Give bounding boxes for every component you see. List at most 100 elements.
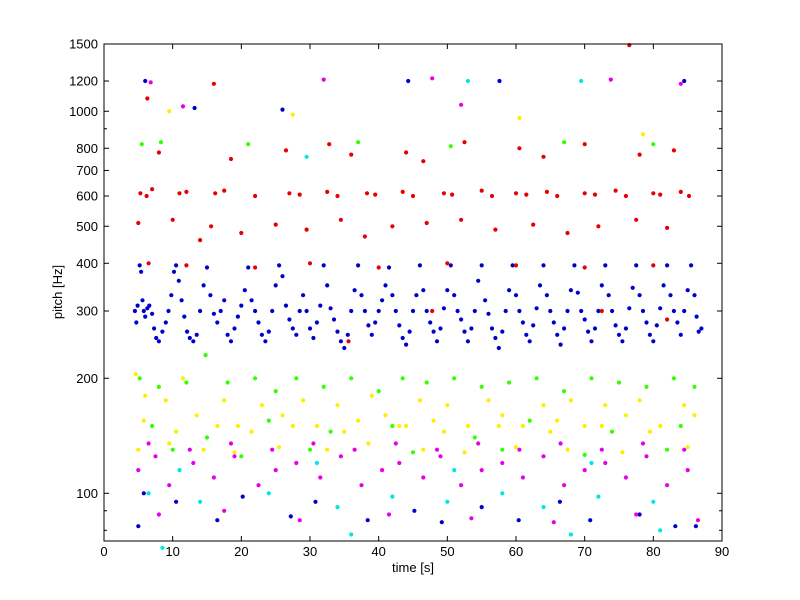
data-point: [167, 109, 172, 114]
data-point: [143, 78, 148, 84]
data-point: [599, 283, 604, 288]
data-point: [640, 308, 646, 314]
data-point: [438, 326, 443, 331]
data-point: [376, 308, 381, 314]
data-point: [201, 283, 206, 288]
data-point: [386, 512, 392, 517]
data-point: [651, 142, 656, 147]
data-point: [390, 293, 395, 298]
data-point: [400, 335, 405, 341]
data-point: [191, 460, 196, 466]
y-tick-label: 500: [76, 219, 98, 234]
data-point: [479, 505, 484, 510]
data-point: [682, 308, 687, 314]
data-point: [579, 308, 584, 314]
data-point: [616, 380, 622, 385]
data-point: [421, 288, 426, 293]
data-point: [658, 306, 663, 311]
data-point: [500, 460, 505, 466]
data-point: [239, 230, 244, 236]
data-point: [283, 148, 289, 153]
data-point: [441, 429, 446, 434]
data-point: [163, 398, 168, 403]
data-point: [307, 447, 313, 452]
data-point: [517, 115, 522, 121]
data-point: [640, 441, 646, 446]
data-point: [266, 491, 271, 496]
y-tick-label: 1200: [69, 74, 98, 89]
data-point: [692, 384, 697, 389]
data-point: [177, 468, 182, 473]
data-point: [397, 460, 402, 466]
data-point: [321, 384, 326, 389]
data-point: [630, 285, 635, 290]
data-point: [184, 380, 189, 385]
y-tick-label: 700: [76, 163, 98, 178]
data-point: [452, 293, 457, 298]
data-point: [211, 311, 216, 316]
data-point: [685, 468, 690, 473]
data-point: [170, 217, 175, 222]
data-point: [182, 314, 187, 319]
data-point: [133, 372, 138, 377]
data-point: [671, 376, 677, 381]
data-point: [414, 293, 419, 298]
data-point: [582, 265, 587, 270]
data-point: [634, 263, 639, 268]
data-point: [665, 447, 670, 452]
data-point: [510, 263, 515, 268]
data-point: [253, 308, 258, 314]
data-point: [544, 189, 550, 194]
data-point: [517, 146, 522, 151]
data-point: [654, 323, 659, 328]
data-point: [507, 288, 512, 293]
data-point: [138, 191, 143, 196]
data-point: [434, 339, 440, 344]
data-point: [404, 342, 409, 347]
data-point: [448, 263, 453, 268]
data-point: [644, 454, 649, 459]
data-point: [294, 376, 299, 381]
y-tick-label: 400: [76, 256, 98, 271]
data-point: [349, 532, 354, 537]
data-point: [349, 376, 354, 381]
data-point: [141, 491, 146, 496]
data-point: [136, 524, 141, 529]
data-point: [678, 423, 683, 429]
y-tick-label: 300: [76, 304, 98, 319]
data-point: [225, 332, 230, 337]
data-point: [517, 447, 522, 452]
data-point: [441, 306, 446, 311]
data-point: [568, 532, 574, 537]
data-point: [541, 263, 546, 268]
data-point: [582, 142, 587, 147]
data-point: [325, 447, 330, 452]
x-tick-label: 30: [303, 544, 317, 559]
data-point: [459, 217, 464, 222]
data-point: [541, 403, 546, 408]
data-point: [386, 265, 392, 270]
data-point: [137, 376, 142, 381]
data-point: [253, 193, 258, 199]
data-point: [592, 326, 598, 331]
data-point: [179, 298, 184, 303]
data-point: [369, 393, 374, 398]
y-tick-label: 600: [76, 189, 98, 204]
data-point: [678, 332, 683, 337]
data-point: [239, 303, 244, 308]
data-point: [397, 423, 402, 429]
data-point: [489, 326, 495, 331]
data-point: [400, 189, 405, 194]
data-point: [673, 524, 678, 529]
data-point: [658, 192, 663, 197]
data-point: [290, 112, 295, 117]
data-point: [383, 413, 388, 418]
data-point: [287, 317, 292, 322]
series-2: [137, 140, 697, 459]
data-point: [273, 468, 278, 473]
data-point: [565, 447, 570, 452]
x-axis-label: time [s]: [392, 560, 434, 575]
data-point: [682, 78, 687, 84]
series-0: [132, 78, 704, 529]
data-point: [500, 491, 505, 496]
